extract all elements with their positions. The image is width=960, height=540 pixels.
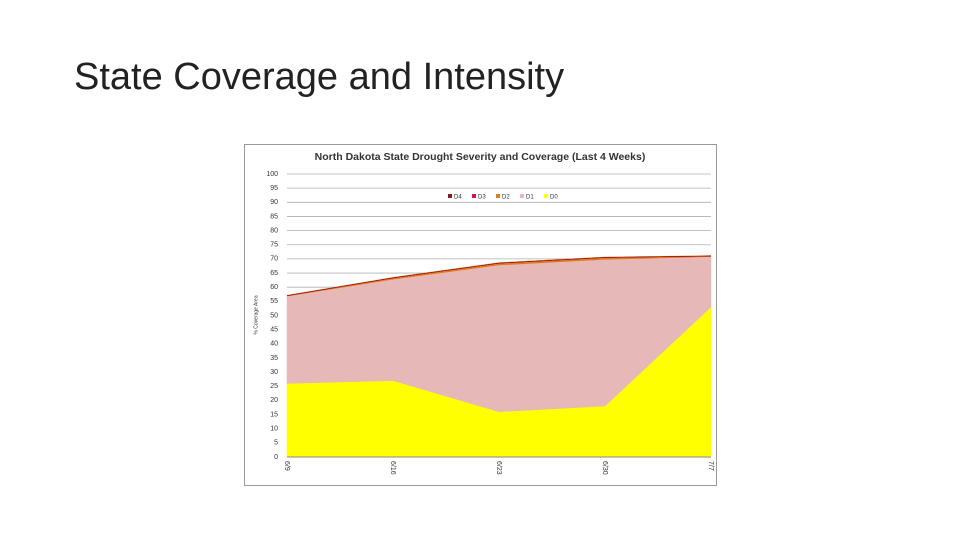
legend-swatch — [448, 194, 452, 198]
y-tick-label: 70 — [270, 256, 278, 263]
y-tick-label: 60 — [270, 284, 278, 291]
x-tick-label: 7/7 — [707, 461, 714, 471]
area — [286, 255, 712, 296]
legend-label: D0 — [550, 195, 558, 201]
x-tick-label: 6/30 — [601, 461, 608, 475]
y-tick-label: 20 — [270, 397, 278, 404]
y-tick-label: 10 — [270, 426, 278, 433]
x-tick-label: 6/9 — [283, 461, 290, 471]
y-tick-label: 40 — [270, 341, 278, 348]
legend-swatch — [544, 194, 548, 198]
y-tick-label: 95 — [270, 185, 278, 192]
y-axis-label: % Coverage Area — [253, 295, 259, 334]
y-tick-label: 45 — [270, 326, 278, 333]
y-tick-label: 75 — [270, 242, 278, 249]
legend-label: D1 — [526, 195, 534, 201]
slide-title: State Coverage and Intensity — [74, 56, 565, 98]
legend-swatch — [472, 194, 476, 198]
chart-title: North Dakota State Drought Severity and … — [315, 151, 646, 163]
y-tick-label: 65 — [270, 270, 278, 277]
y-tick-label: 55 — [270, 298, 278, 305]
x-tick-label: 6/23 — [495, 461, 502, 475]
legend-swatch — [520, 194, 524, 198]
y-tick-label: 25 — [270, 383, 278, 390]
y-tick-label: 5 — [274, 440, 278, 447]
legend-label: D2 — [502, 195, 510, 201]
y-tick-label: 0 — [274, 454, 278, 461]
legend-label: D4 — [454, 195, 462, 201]
y-tick-label: 50 — [270, 312, 278, 319]
y-tick-label: 100 — [266, 171, 278, 178]
y-tick-label: 35 — [270, 355, 278, 362]
legend-label: D3 — [478, 195, 486, 201]
x-tick-label: 6/16 — [389, 461, 396, 475]
y-tick-label: 80 — [270, 227, 278, 234]
y-tick-label: 15 — [270, 411, 278, 418]
y-tick-label: 85 — [270, 213, 278, 220]
y-tick-label: 90 — [270, 199, 278, 206]
y-tick-label: 30 — [270, 369, 278, 376]
legend-swatch — [496, 194, 500, 198]
